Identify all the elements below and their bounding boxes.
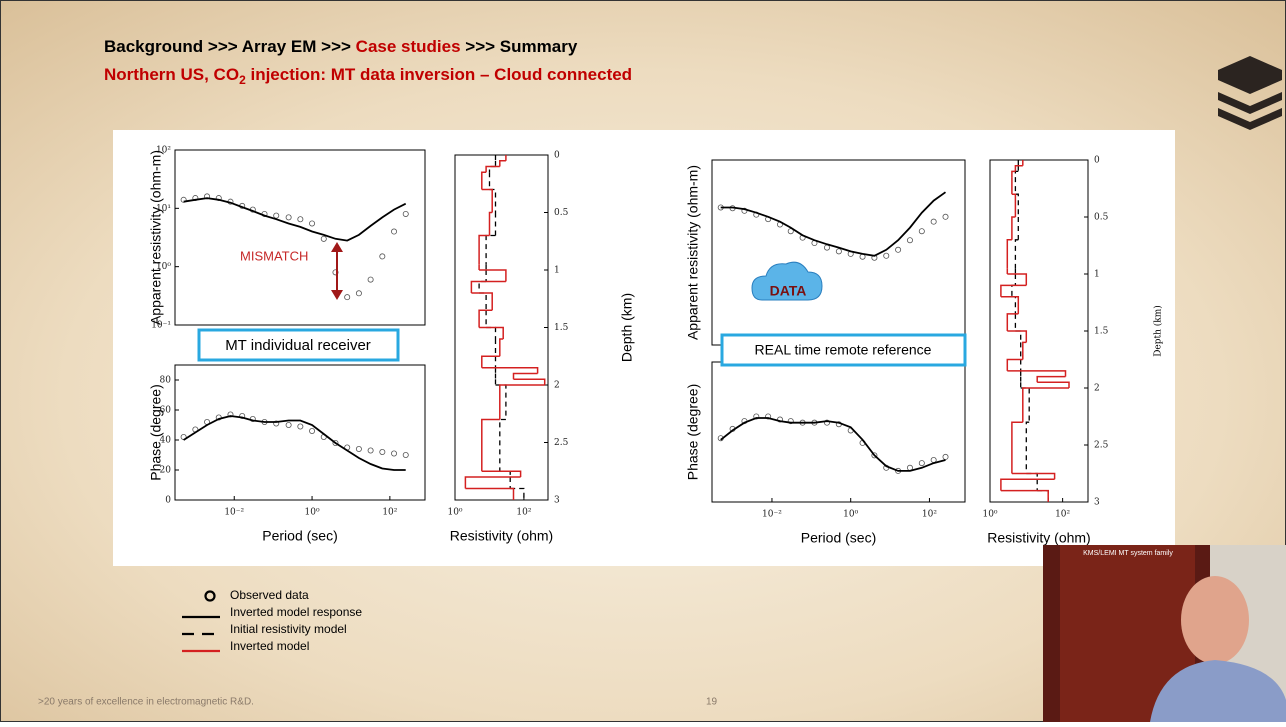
y-axis-label: Phase (degree) (148, 384, 164, 481)
page-number: 19 (706, 697, 718, 708)
y-tick-label: 0 (554, 151, 560, 161)
box-label: MT individual receiver (225, 337, 371, 354)
x-tick-label: 10⁰ (447, 508, 462, 518)
x-axis-label: Period (sec) (262, 528, 337, 544)
x-tick-label: 10⁰ (843, 510, 858, 520)
y-axis-label: Apparent resistivity (ohm-m) (148, 150, 164, 325)
crumb-active: Case studies (356, 37, 461, 56)
legend-label: Inverted model (230, 639, 309, 653)
y-tick-label: 2 (554, 381, 560, 391)
subtitle: Northern US, CO2 injection: MT data inve… (104, 65, 632, 87)
x-axis-label: Resistivity (ohm) (987, 530, 1090, 546)
y-tick-label: 0 (1094, 156, 1100, 166)
y-tick-label: 0 (165, 496, 171, 506)
x-tick-label: 10⁻² (224, 508, 244, 518)
x-tick-label: 10² (1055, 510, 1070, 520)
y-axis-label: Depth (km) (619, 293, 635, 362)
x-tick-label: 10⁰ (982, 510, 997, 520)
footer-text: >20 years of excellence in electromagnet… (38, 697, 254, 708)
y-tick-label: 1.5 (554, 323, 569, 333)
y-tick-label: 1.5 (1094, 327, 1109, 337)
x-axis-label: Period (sec) (801, 530, 876, 546)
x-tick-label: 10⁻² (762, 510, 782, 520)
y-tick-label: 3 (1094, 498, 1100, 508)
y-tick-label: 2.5 (1094, 441, 1109, 451)
breadcrumb: Background >>> Array EM >>> Case studies… (104, 37, 578, 56)
subtitle-text: Northern US, CO (104, 65, 239, 84)
y-axis-label: Apparent resistivity (ohm-m) (685, 165, 701, 340)
y-axis-label: Phase (degree) (685, 384, 701, 481)
mismatch-label: MISMATCH (240, 248, 308, 263)
video-feed: KMS/LEMI MT system family (1043, 545, 1286, 722)
cloud-label: DATA (770, 283, 807, 299)
slide: Background >>> Array EM >>> Case studies… (0, 0, 1286, 722)
y-tick-label: 3 (554, 496, 560, 506)
video-caption: KMS/LEMI MT system family (1083, 550, 1173, 557)
y-tick-label: 1 (554, 266, 560, 276)
y-tick-label: 2 (1094, 384, 1100, 394)
y-tick-label: 2.5 (554, 438, 569, 448)
y-axis-label: Depth (km) (1153, 305, 1164, 357)
x-tick-label: 10⁰ (305, 508, 320, 518)
y-tick-label: 0.5 (1094, 213, 1109, 223)
crumb: >>> Summary (465, 37, 578, 56)
x-tick-label: 10² (516, 508, 531, 518)
y-tick-label: 0.5 (554, 208, 569, 218)
box-label: REAL time remote reference (755, 342, 932, 358)
x-tick-label: 10² (922, 510, 937, 520)
page: Background >>> Array EM >>> Case studies… (0, 0, 1286, 722)
legend-label: Observed data (230, 588, 309, 602)
subtitle-text: injection: MT data inversion – Cloud con… (246, 65, 632, 84)
legend-label: Initial resistivity model (230, 622, 347, 636)
x-tick-label: 10² (382, 508, 397, 518)
legend-label: Inverted model response (230, 605, 362, 619)
y-tick-label: 1 (1094, 270, 1100, 280)
y-tick-label: 80 (160, 376, 172, 386)
crumb: Background >>> Array EM >>> (104, 37, 351, 56)
x-axis-label: Resistivity (ohm) (450, 528, 553, 544)
